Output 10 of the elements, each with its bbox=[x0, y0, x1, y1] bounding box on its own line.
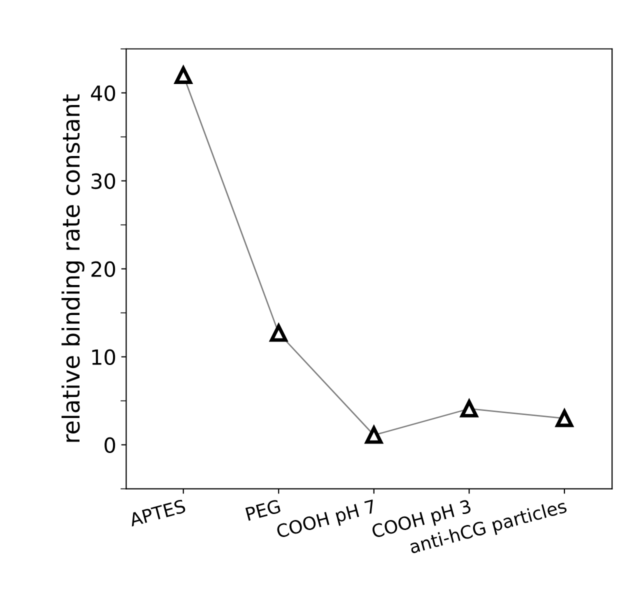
x-tick-label: APTES bbox=[128, 499, 186, 527]
point bbox=[270, 324, 288, 342]
y-axis-title: relative binding rate constant bbox=[62, 94, 84, 442]
y-tick-label: 0 bbox=[104, 437, 116, 454]
point bbox=[556, 410, 574, 428]
y-tick-label: 10 bbox=[92, 349, 116, 366]
y-tick-label: 30 bbox=[92, 173, 116, 190]
point bbox=[365, 426, 383, 444]
y-tick-label: 40 bbox=[90, 85, 116, 102]
y-tick-label: 20 bbox=[91, 261, 116, 278]
